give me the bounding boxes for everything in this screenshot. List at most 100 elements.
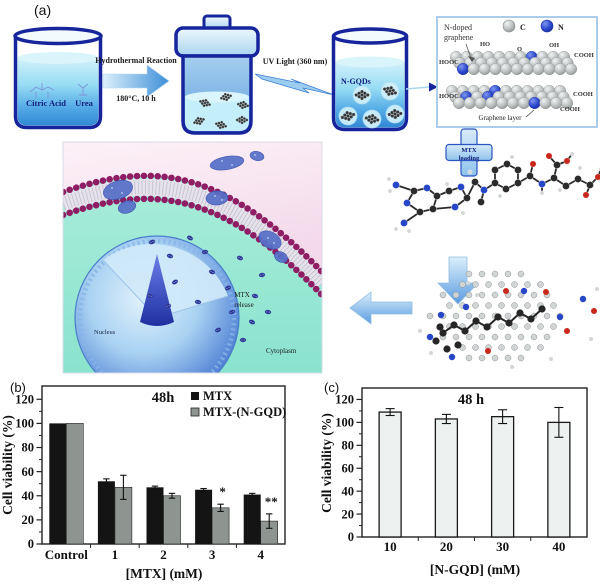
hydrogen-atom [444, 181, 450, 187]
carbon-atom [433, 192, 441, 200]
nitrogen-atom [426, 333, 434, 341]
gqd-dot [382, 87, 387, 91]
graphene-lattice-atom [504, 312, 512, 320]
carbon-atom [494, 313, 502, 321]
y-tick-label: 20 [22, 513, 35, 527]
gqd-dot [204, 98, 208, 102]
gqd-dot [245, 118, 249, 122]
panel-label: (c) [324, 380, 339, 395]
particle-body [258, 272, 266, 278]
urea-label: Urea [75, 98, 94, 108]
gqd-dot [357, 91, 361, 95]
autoclave-liquid-surface [185, 91, 249, 103]
oxygen-atom [545, 152, 553, 160]
gqd-dot [393, 112, 397, 116]
particle-speck [210, 271, 212, 273]
x-tick-label: 1 [112, 547, 119, 562]
gqd-dot [345, 111, 349, 115]
graphene-lattice-atom [472, 302, 479, 309]
ndoped-graphene-label-line2: graphene [444, 33, 474, 42]
carbon-atom [550, 174, 558, 182]
graphene-lattice-atom [511, 344, 518, 351]
particle-speck [241, 339, 243, 341]
hydrogen-atom [393, 226, 399, 232]
gqd-dot [208, 103, 211, 106]
x-tick-label: 40 [552, 539, 565, 554]
lightning-arrow-icon [254, 73, 335, 96]
gqd-dot [226, 93, 230, 97]
carbon-atom-sphere [463, 96, 476, 109]
hydrothermal-label: Hydrothermal Reaction [95, 56, 177, 65]
gqd-dot [367, 118, 371, 122]
carbon-atom-sphere [478, 63, 491, 76]
gqd-dot [366, 93, 370, 97]
carbon-atom [461, 327, 469, 335]
functional-group-label: HOOC [439, 59, 459, 66]
gqd-dot [216, 124, 220, 128]
gqd-dot [240, 115, 244, 119]
chart-c-ngqd-viability: 0 20 40 60 80 100 120 10 20 30 40 48 h (c) Cell viabi… [320, 380, 588, 577]
bar-N-GQD [547, 421, 571, 538]
particle-speck [188, 236, 190, 238]
carbon-atom-sphere [539, 96, 552, 109]
gqd-dot [399, 111, 403, 116]
gqd-dot [218, 126, 222, 130]
urea-structure-sketch [77, 83, 89, 96]
gqd-cluster [220, 92, 232, 102]
beaker-rim [331, 27, 409, 45]
carbon-atom-sphere [467, 63, 480, 76]
gqd-cluster [362, 109, 382, 129]
particle-body [214, 327, 222, 333]
protein-blob [205, 190, 229, 206]
carbon-atom [562, 182, 570, 190]
particle-speck [148, 295, 150, 297]
graphene-lattice-atom [504, 354, 512, 362]
graphene-lattice-atom [517, 354, 525, 362]
blob-speck [231, 164, 233, 166]
particle-body [146, 293, 154, 299]
membrane-lipid-tails [63, 180, 322, 289]
cross-horizontal-bar [445, 143, 493, 162]
particle-speck [212, 271, 214, 273]
particle-body [236, 255, 244, 261]
oxygen-atom [594, 173, 600, 181]
carbon-atom [491, 166, 499, 174]
carbon-legend-label: C [520, 23, 526, 32]
gqd-dot [239, 101, 243, 105]
carbon-atom [439, 329, 447, 337]
y-tick-label: 120 [15, 392, 34, 406]
gqd-dot [387, 112, 391, 117]
release-particle [166, 253, 174, 259]
gqd-dot [221, 94, 225, 98]
carbon-atom [514, 166, 522, 174]
legend-swatch [190, 407, 200, 417]
particle-speck [238, 257, 240, 259]
oxygen-atom [582, 191, 590, 199]
carbon-atom [443, 345, 451, 353]
gqd-cluster [352, 85, 372, 105]
cytoplasm-label: Cytoplasm [266, 347, 297, 355]
gqd-dot [390, 114, 394, 118]
y-tick-label: 60 [342, 461, 355, 475]
chart-title: 48 h [458, 392, 484, 408]
gqd-cluster [236, 100, 250, 110]
gqd-dot [224, 124, 227, 128]
x-tick-label: 20 [440, 539, 453, 554]
gqd-dot [343, 113, 347, 117]
gqd-dot [219, 123, 223, 127]
nucleus-cutaway-face [103, 243, 228, 318]
gqd-dot [203, 101, 207, 105]
mtx-loading-label-line1: MTX [461, 147, 476, 154]
graphene-lattice-atom [511, 302, 518, 309]
carbon-atom-sphere [532, 63, 545, 76]
graphene-lattice-atom [537, 281, 544, 288]
graphene-lattice-atom [478, 291, 486, 299]
hydrogen-atom [406, 228, 412, 234]
gqd-cluster [380, 81, 400, 101]
nitrogen-atom [403, 199, 411, 207]
oxygen-atom [543, 289, 549, 295]
hydrogen-atom [387, 188, 393, 194]
nitrogen-atom [462, 303, 470, 311]
ngqd-label: N-GQDs [341, 77, 371, 86]
gqd-dot [223, 92, 227, 96]
